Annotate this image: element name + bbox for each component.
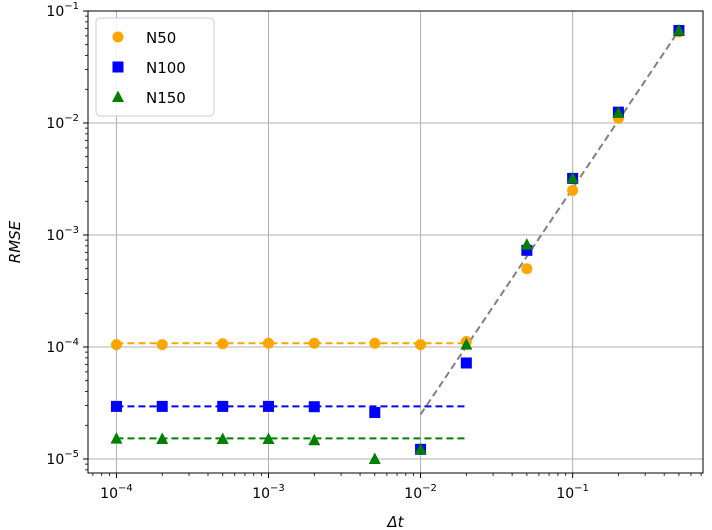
- series-n150: [110, 23, 685, 465]
- legend-label: N150: [146, 89, 186, 107]
- data-point: [110, 339, 122, 351]
- data-point: [217, 400, 229, 412]
- legend-marker: [112, 90, 124, 102]
- data-markers: [110, 23, 685, 465]
- axis-tick-labels: 10−4 10−3 10−2 10−1 10−5 10−4 10−3 10−2 10−1: [46, 1, 589, 502]
- data-point: [263, 337, 275, 349]
- legend: N50 N100 N150: [95, 17, 215, 117]
- data-point: [368, 452, 381, 465]
- y-tick-label: 10−5: [46, 449, 79, 468]
- data-point: [156, 400, 168, 412]
- legend-label: N100: [146, 59, 186, 77]
- data-point: [567, 184, 579, 196]
- data-point: [566, 171, 579, 184]
- data-point: [263, 400, 275, 412]
- data-point: [415, 339, 427, 351]
- data-point: [460, 357, 472, 369]
- y-tick-label: 10−2: [46, 113, 79, 132]
- data-point: [521, 244, 533, 256]
- legend-label: N50: [146, 29, 176, 47]
- data-point: [521, 263, 533, 275]
- data-point: [216, 432, 229, 444]
- x-tick-label: 10−2: [404, 483, 437, 502]
- legend-marker: [112, 61, 124, 73]
- data-point: [262, 432, 275, 444]
- y-tick-label: 10−4: [46, 337, 79, 356]
- data-point: [156, 339, 168, 351]
- data-point: [217, 338, 229, 350]
- axis-ticks: [83, 10, 702, 478]
- data-point: [308, 337, 320, 349]
- legend-marker: [112, 31, 124, 43]
- data-point: [369, 337, 381, 349]
- x-axis-label: Δt: [386, 513, 404, 530]
- x-tick-label: 10−4: [100, 483, 133, 502]
- data-point: [460, 338, 473, 350]
- y-tick-label: 10−3: [46, 225, 79, 244]
- data-point: [308, 433, 321, 446]
- data-point: [612, 106, 625, 118]
- data-point: [414, 442, 427, 455]
- legend-box: [95, 17, 215, 117]
- data-point: [672, 23, 685, 36]
- x-tick-label: 10−3: [252, 483, 285, 502]
- data-point: [156, 432, 169, 444]
- x-tick-label: 10−1: [556, 483, 589, 502]
- plot-area-frame: [87, 10, 704, 474]
- reference-lines: [116, 29, 680, 440]
- data-point: [308, 401, 320, 413]
- y-axis-label: RMSE: [6, 220, 24, 263]
- data-point: [520, 238, 533, 250]
- data-point: [110, 432, 123, 444]
- series-n50: [110, 26, 685, 351]
- data-point: [369, 407, 381, 419]
- reference-line: [419, 29, 680, 415]
- data-point: [110, 400, 122, 412]
- y-tick-label: 10−1: [46, 1, 79, 20]
